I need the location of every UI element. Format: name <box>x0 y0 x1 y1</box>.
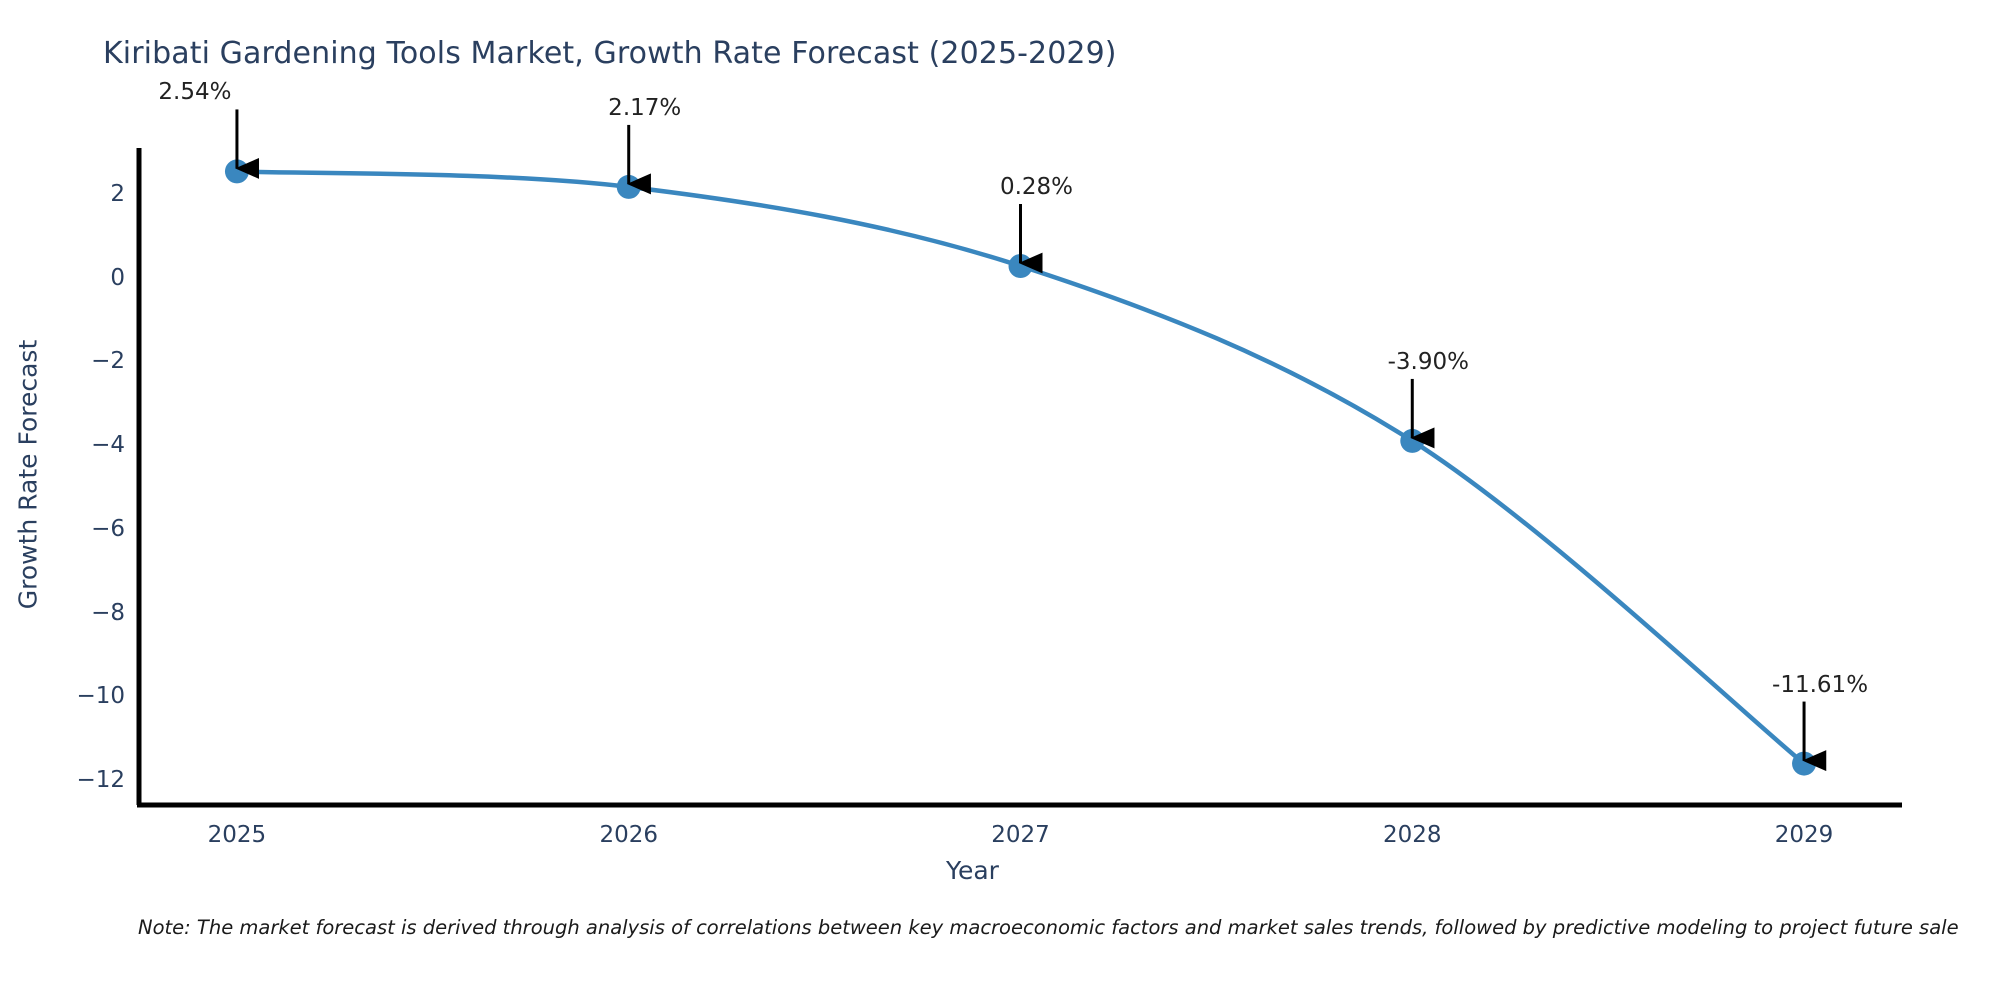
data-point-label: 2.54% <box>158 79 232 106</box>
annotation-arrows <box>235 109 1827 772</box>
x-axis-tick-label: 2025 <box>207 822 267 848</box>
y-axis-tick-label: 2 <box>110 181 125 208</box>
chart-title: Kiribati Gardening Tools Market, Growth … <box>103 36 1117 71</box>
axis-spines <box>136 148 1902 808</box>
y-axis-tick-label: −10 <box>76 683 125 710</box>
data-point-label: -11.61% <box>1772 671 1869 698</box>
x-axis-tick-label: 2029 <box>1774 822 1834 848</box>
y-axis-tick-label: −8 <box>91 599 125 626</box>
y-axis-tick-label: −6 <box>91 515 125 542</box>
x-axis-tick-label: 2026 <box>599 822 658 848</box>
chart-note: Note: The market forecast is derived thr… <box>138 916 1959 939</box>
data-point-label: 0.28% <box>999 174 1074 200</box>
x-axis-label: Year <box>946 856 999 885</box>
y-axis-tick-label: −4 <box>91 432 125 459</box>
data-point-label: 2.17% <box>608 94 682 121</box>
y-axis-tick-label: −2 <box>91 348 125 375</box>
x-axis-tick-label: 2028 <box>1382 822 1442 848</box>
y-axis-tick-label: −12 <box>76 766 125 793</box>
y-axis-tick-label: 0 <box>110 264 125 291</box>
x-axis-tick-label: 2027 <box>991 822 1050 848</box>
data-point-label: -3.90% <box>1387 348 1469 375</box>
